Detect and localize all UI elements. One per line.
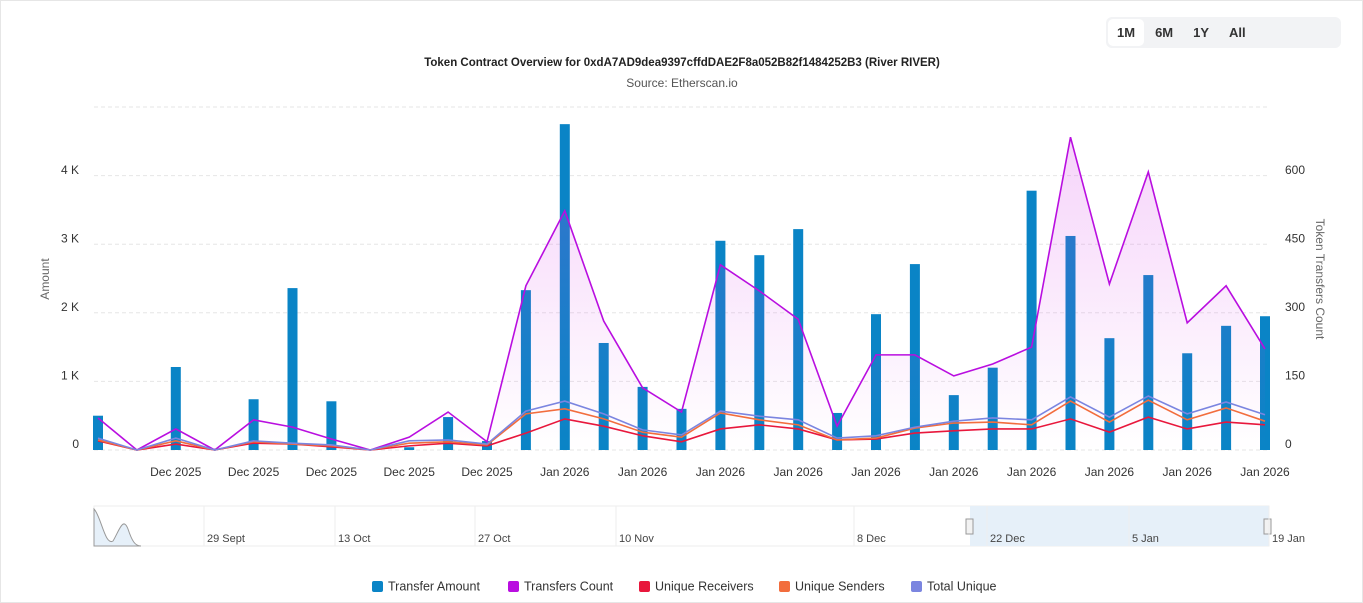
y2-tick-label: 150 xyxy=(1285,369,1305,383)
x-tick-label: Jan 2026 xyxy=(1163,465,1213,479)
bar xyxy=(287,288,298,450)
navigator-label: 19 Jan xyxy=(1272,533,1305,545)
legend-label: Unique Senders xyxy=(795,579,885,593)
navigator-label: 8 Dec xyxy=(857,533,886,545)
navigator xyxy=(93,505,1272,547)
range-button[interactable]: 1M xyxy=(1108,19,1145,46)
x-tick-label: Dec 2025 xyxy=(306,465,358,479)
y2-tick-label: 600 xyxy=(1285,163,1305,177)
legend-marker xyxy=(508,581,519,592)
x-tick-label: Dec 2025 xyxy=(150,465,202,479)
chart-title: Token Contract Overview for 0xdA7AD9dea9… xyxy=(424,57,940,69)
bar xyxy=(1026,190,1037,450)
legend-marker xyxy=(639,581,650,592)
legend-label: Transfers Count xyxy=(524,579,614,593)
legend-marker xyxy=(779,581,790,592)
y2-tick-label: 0 xyxy=(1285,437,1292,451)
line xyxy=(97,399,1266,451)
y2-tick-label: 450 xyxy=(1285,231,1305,245)
y2-axis-title: Token Transfers Count xyxy=(1313,219,1327,340)
x-tick-label: Dec 2025 xyxy=(228,465,280,479)
navigator-line xyxy=(93,507,142,547)
x-tick-label: Jan 2026 xyxy=(540,465,590,479)
legend-marker xyxy=(911,581,922,592)
range-buttons: 1M 6M 1Y All xyxy=(1106,17,1341,48)
navigator-label: 27 Oct xyxy=(478,533,510,545)
line xyxy=(97,395,1266,451)
legend-marker xyxy=(372,581,383,592)
navigator-label: 13 Oct xyxy=(338,533,370,545)
navigator-label: 22 Dec xyxy=(990,533,1025,545)
y-tick-label: 0 xyxy=(72,437,79,451)
x-tick-label: Jan 2026 xyxy=(1240,465,1290,479)
y2-tick-label: 300 xyxy=(1285,300,1305,314)
y-tick-label: 1 K xyxy=(61,369,79,383)
y-tick-label: 3 K xyxy=(61,231,79,245)
x-tick-label: Jan 2026 xyxy=(1085,465,1135,479)
x-tick-label: Jan 2026 xyxy=(618,465,668,479)
navigator-label: 10 Nov xyxy=(619,533,654,545)
x-tick-label: Dec 2025 xyxy=(384,465,436,479)
navigator-handle[interactable] xyxy=(965,518,974,535)
range-button[interactable]: All xyxy=(1229,25,1246,40)
y-axis-title: Amount xyxy=(38,258,52,300)
navigator-label: 5 Jan xyxy=(1132,533,1159,545)
y-tick-label: 4 K xyxy=(61,163,79,177)
x-tick-label: Jan 2026 xyxy=(851,465,901,479)
x-tick-label: Jan 2026 xyxy=(929,465,979,479)
x-tick-label: Jan 2026 xyxy=(774,465,824,479)
navigator-range xyxy=(970,506,1269,546)
x-tick-label: Dec 2025 xyxy=(461,465,513,479)
x-tick-label: Jan 2026 xyxy=(696,465,746,479)
chart-subtitle: Source: Etherscan.io xyxy=(626,76,738,90)
y-tick-label: 2 K xyxy=(61,300,79,314)
area xyxy=(98,137,1265,450)
legend-label: Transfer Amount xyxy=(388,579,480,593)
legend-label: Unique Receivers xyxy=(655,579,754,593)
navigator-handle[interactable] xyxy=(1263,518,1272,535)
legend-label: Total Unique xyxy=(927,579,997,593)
range-button[interactable]: 1Y xyxy=(1193,25,1210,40)
x-tick-label: Jan 2026 xyxy=(1007,465,1057,479)
line xyxy=(97,136,1266,451)
range-button[interactable]: 6M xyxy=(1155,25,1174,40)
bar xyxy=(170,366,181,450)
navigator-label: 29 Sept xyxy=(207,533,245,545)
bar xyxy=(326,401,337,450)
